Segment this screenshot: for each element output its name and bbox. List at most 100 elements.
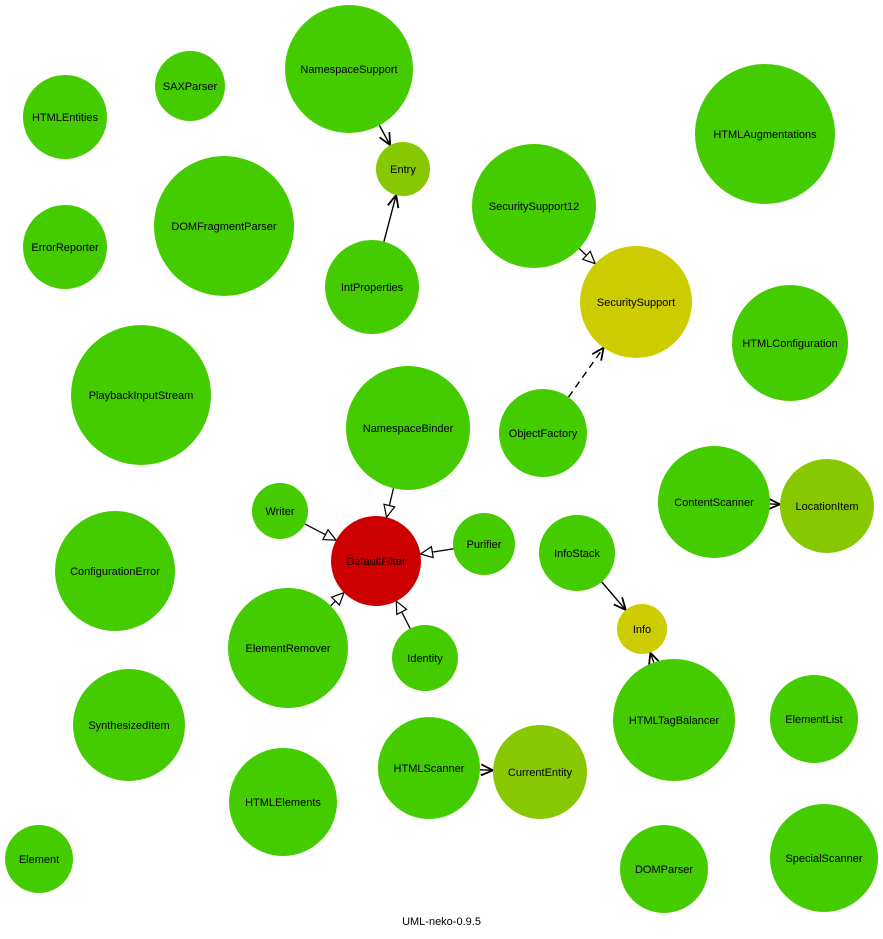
node-htmlelements[interactable]: HTMLElements: [229, 748, 337, 856]
node-circle[interactable]: [325, 240, 419, 334]
node-label: Purifier: [467, 539, 502, 551]
node-circle[interactable]: [580, 246, 692, 358]
node-circle[interactable]: [695, 64, 835, 204]
node-circle[interactable]: [539, 515, 615, 591]
node-circle[interactable]: [493, 725, 587, 819]
node-circle[interactable]: [252, 483, 308, 539]
node-security-support12[interactable]: SecuritySupport12: [472, 144, 596, 268]
node-label: HTMLAugmentations: [713, 129, 817, 141]
node-info[interactable]: Info: [617, 604, 667, 654]
node-label: Element: [19, 854, 59, 866]
node-saxparser[interactable]: SAXParser: [155, 51, 225, 121]
node-circle[interactable]: [285, 5, 413, 133]
node-error-reporter[interactable]: ErrorReporter: [23, 205, 107, 289]
node-htmlaugmentations[interactable]: HTMLAugmentations: [695, 64, 835, 204]
node-label: ErrorReporter: [31, 242, 99, 254]
node-label: HTMLScanner: [394, 763, 465, 775]
node-location-item[interactable]: LocationItem: [780, 459, 874, 553]
node-identity[interactable]: Identity: [392, 625, 458, 691]
node-namespace-binder[interactable]: NamespaceBinder: [346, 366, 470, 490]
node-circle[interactable]: [770, 675, 858, 763]
node-circle[interactable]: [154, 156, 294, 296]
node-synthesized-item[interactable]: SynthesizedItem: [73, 669, 185, 781]
node-htmlconfiguration[interactable]: HTMLConfiguration: [732, 285, 848, 401]
node-htmlentities[interactable]: HTMLEntities: [23, 75, 107, 159]
nodes-layer: NamespaceSupport SAXParser HTMLEntities Ent…: [5, 5, 878, 913]
edge-Writer-to-DefaultFilter: [304, 523, 338, 541]
node-circle[interactable]: [378, 717, 480, 819]
node-circle[interactable]: [472, 144, 596, 268]
node-domparser[interactable]: DOMParser: [620, 825, 708, 913]
node-circle[interactable]: [376, 142, 430, 196]
edges-layer: [304, 124, 783, 777]
diagram-caption: UML-neko-0.9.5: [402, 916, 481, 928]
edge-SecuritySupport12-to-SecuritySupport: [578, 248, 597, 265]
node-writer[interactable]: Writer: [252, 483, 308, 539]
node-label: DOMFragmentParser: [171, 221, 276, 233]
node-label: ObjectFactory: [509, 428, 578, 440]
node-circle[interactable]: [613, 659, 735, 781]
node-purifier[interactable]: Purifier: [453, 513, 515, 575]
node-element[interactable]: Element: [5, 825, 73, 893]
node-configuration-error[interactable]: ConfigurationError: [55, 511, 175, 631]
node-circle[interactable]: [453, 513, 515, 575]
node-circle[interactable]: [770, 804, 878, 912]
node-circle[interactable]: [392, 625, 458, 691]
node-circle[interactable]: [5, 825, 73, 893]
edge-ContentScanner-to-LocationItem: [767, 497, 783, 511]
node-circle[interactable]: [331, 516, 421, 606]
node-element-list[interactable]: ElementList: [770, 675, 858, 763]
node-circle[interactable]: [732, 285, 848, 401]
node-label: DOMParser: [635, 864, 693, 876]
node-label: ContentScanner: [674, 497, 754, 509]
edge-ObjectFactory-to-SecuritySupport: [567, 345, 605, 398]
node-playback-input-stream[interactable]: PlaybackInputStream: [71, 325, 211, 465]
node-circle[interactable]: [23, 205, 107, 289]
node-circle[interactable]: [229, 748, 337, 856]
node-security-support[interactable]: SecuritySupport: [580, 246, 692, 358]
node-label: SAXParser: [163, 81, 218, 93]
edge-NamespaceSupport-to-Entry: [378, 124, 392, 148]
edge-Purifier-to-DefaultFilter: [419, 545, 454, 559]
node-label: HTMLEntities: [32, 112, 99, 124]
node-element-remover[interactable]: ElementRemover: [228, 588, 348, 708]
node-label: ElementList: [785, 714, 842, 726]
node-current-entity[interactable]: CurrentEntity: [493, 725, 587, 819]
node-content-scanner[interactable]: ContentScanner: [658, 446, 770, 558]
node-label: HTMLTagBalancer: [629, 715, 720, 727]
node-label: ElementRemover: [246, 643, 331, 655]
node-circle[interactable]: [658, 446, 770, 558]
node-label: DefaultFilter: [346, 556, 406, 568]
node-circle[interactable]: [617, 604, 667, 654]
edge-InfoStack-to-Info: [601, 581, 628, 612]
node-label: CurrentEntity: [508, 767, 573, 779]
node-circle[interactable]: [620, 825, 708, 913]
node-htmlscanner[interactable]: HTMLScanner: [378, 717, 480, 819]
node-int-properties[interactable]: IntProperties: [325, 240, 419, 334]
node-namespace-support[interactable]: NamespaceSupport: [285, 5, 413, 133]
node-entry[interactable]: Entry: [376, 142, 430, 196]
node-htmltag-balancer[interactable]: HTMLTagBalancer: [613, 659, 735, 781]
edge-IntProperties-to-Entry: [383, 193, 400, 242]
node-circle[interactable]: [73, 669, 185, 781]
node-special-scanner[interactable]: SpecialScanner: [770, 804, 878, 912]
node-default-filter[interactable]: DefaultFilter: [331, 516, 421, 606]
node-circle[interactable]: [55, 511, 175, 631]
node-circle[interactable]: [346, 366, 470, 490]
node-label: HTMLElements: [245, 797, 321, 809]
node-info-stack[interactable]: InfoStack: [539, 515, 615, 591]
node-circle[interactable]: [71, 325, 211, 465]
node-circle[interactable]: [499, 389, 587, 477]
node-object-factory[interactable]: ObjectFactory: [499, 389, 587, 477]
edge-NamespaceBinder-to-DefaultFilter: [383, 488, 396, 519]
node-circle[interactable]: [155, 51, 225, 121]
node-label: SecuritySupport12: [489, 201, 580, 213]
node-label: Identity: [407, 653, 443, 665]
node-circle[interactable]: [23, 75, 107, 159]
node-circle[interactable]: [228, 588, 348, 708]
edge-ElementRemover-to-DefaultFilter: [330, 591, 346, 607]
node-circle[interactable]: [780, 459, 874, 553]
node-label: Writer: [265, 506, 294, 518]
node-domfragment-parser[interactable]: DOMFragmentParser: [154, 156, 294, 296]
